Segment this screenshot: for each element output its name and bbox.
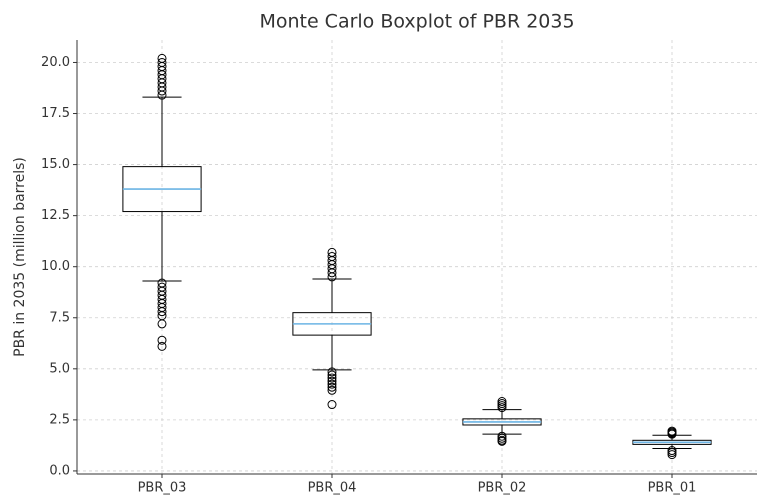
outlier <box>667 450 677 460</box>
outlier <box>327 385 337 395</box>
outlier <box>667 426 677 436</box>
outlier <box>327 247 337 257</box>
y-tick-label: 17.5 <box>41 106 70 121</box>
outlier <box>327 400 337 410</box>
x-tick-label: PBR_03 <box>138 481 187 496</box>
outlier <box>327 370 337 380</box>
x-tick-label: PBR_04 <box>308 481 357 496</box>
y-tick-label: 15.0 <box>41 157 70 172</box>
outlier <box>327 382 337 392</box>
y-tick-label: 12.5 <box>41 208 70 223</box>
chart-title: Monte Carlo Boxplot of PBR 2035 <box>259 11 574 33</box>
outlier <box>157 53 167 63</box>
x-tick-label: PBR_01 <box>648 481 697 496</box>
outlier <box>157 307 167 317</box>
outlier <box>327 251 337 261</box>
outlier <box>157 335 167 345</box>
y-tick-label: 7.5 <box>49 310 70 325</box>
outlier <box>157 341 167 351</box>
outlier <box>157 319 167 329</box>
y-tick-label: 2.5 <box>49 412 70 427</box>
y-tick-label: 20.0 <box>41 55 70 70</box>
outlier <box>157 57 167 67</box>
outlier <box>497 396 507 406</box>
outlier <box>327 367 337 377</box>
x-tick-label: PBR_02 <box>478 481 527 496</box>
y-tick-label: 10.0 <box>41 259 70 274</box>
outlier <box>497 436 507 446</box>
y-tick-label: 5.0 <box>49 361 70 376</box>
outlier <box>327 376 337 386</box>
outlier <box>327 373 337 383</box>
y-axis-label: PBR in 2035 (million barrels) <box>12 157 28 357</box>
y-tick-label: 0.0 <box>49 463 70 478</box>
outlier <box>327 379 337 389</box>
